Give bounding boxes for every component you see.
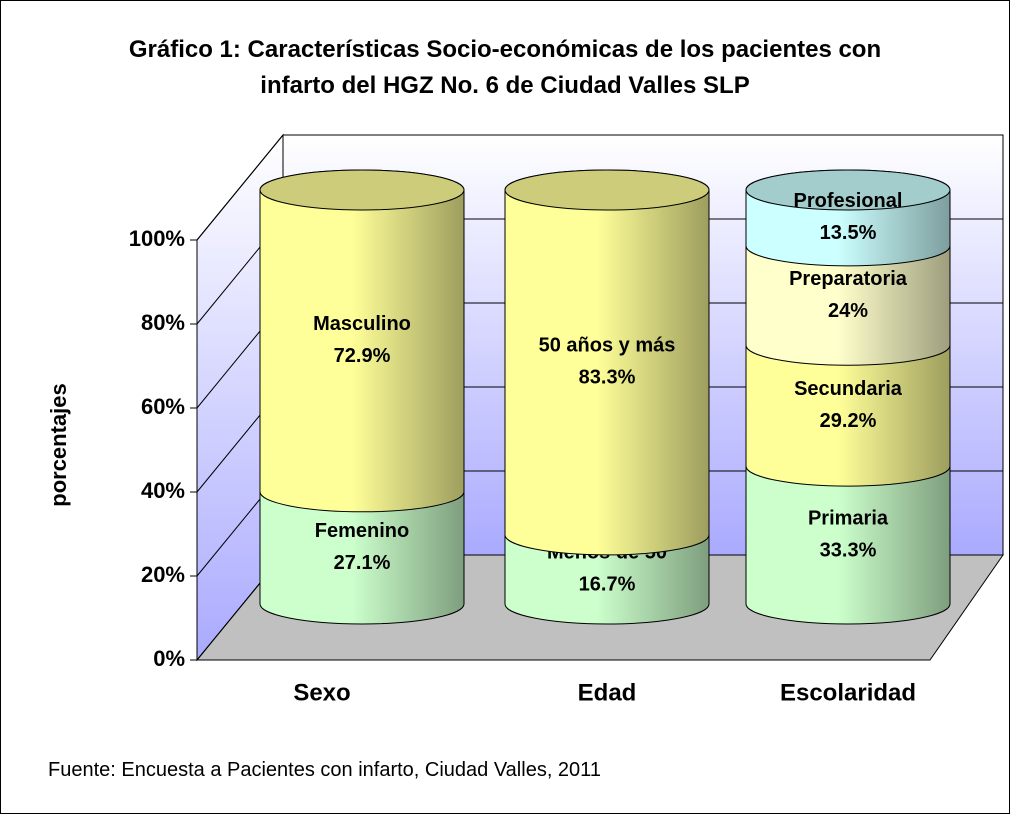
y-axis-label: porcentajes <box>46 383 71 507</box>
data-label: 24% <box>828 300 868 322</box>
cylinder-segment <box>259 169 465 513</box>
x-tick-label: Escolaridad <box>780 679 916 706</box>
data-label: 13.5% <box>820 222 877 244</box>
grid-line <box>196 134 284 241</box>
x-tick-label: Sexo <box>293 679 350 706</box>
y-tick-label: 20% <box>141 562 185 587</box>
y-tick-label: 0% <box>153 646 185 671</box>
data-label: 83.3% <box>579 367 636 389</box>
y-tick-label: 40% <box>141 478 185 503</box>
segment-name: Secundaria <box>794 378 903 400</box>
data-label: 33.3% <box>820 539 877 561</box>
y-tick-label: 60% <box>141 394 185 419</box>
cylinder-top <box>504 169 710 211</box>
segment-name: Femenino <box>315 520 409 542</box>
cylinder-top <box>259 169 465 211</box>
data-label: 72.9% <box>334 345 391 367</box>
data-label: 27.1% <box>334 552 391 574</box>
segment-name: Profesional <box>794 190 903 212</box>
cylinder-top <box>745 169 951 211</box>
data-label: 16.7% <box>579 574 636 596</box>
y-tick-label: 80% <box>141 310 185 335</box>
segment-name: 50 años y más <box>539 335 676 357</box>
data-label: 29.2% <box>820 410 877 432</box>
cylinder-segment <box>504 169 710 556</box>
chart-title: Gráfico 1: Características Socio-económi… <box>128 36 882 99</box>
segment-name: Masculino <box>313 313 411 335</box>
x-tick-label: Edad <box>578 679 637 706</box>
source-note: Fuente: Encuesta a Pacientes con infarto… <box>48 759 601 781</box>
segment-name: Preparatoria <box>789 268 908 290</box>
segment-name: Primaria <box>808 507 889 529</box>
y-tick-label: 100% <box>129 226 185 251</box>
